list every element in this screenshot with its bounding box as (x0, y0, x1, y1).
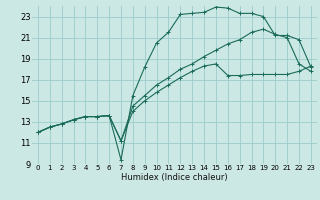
X-axis label: Humidex (Indice chaleur): Humidex (Indice chaleur) (121, 173, 228, 182)
